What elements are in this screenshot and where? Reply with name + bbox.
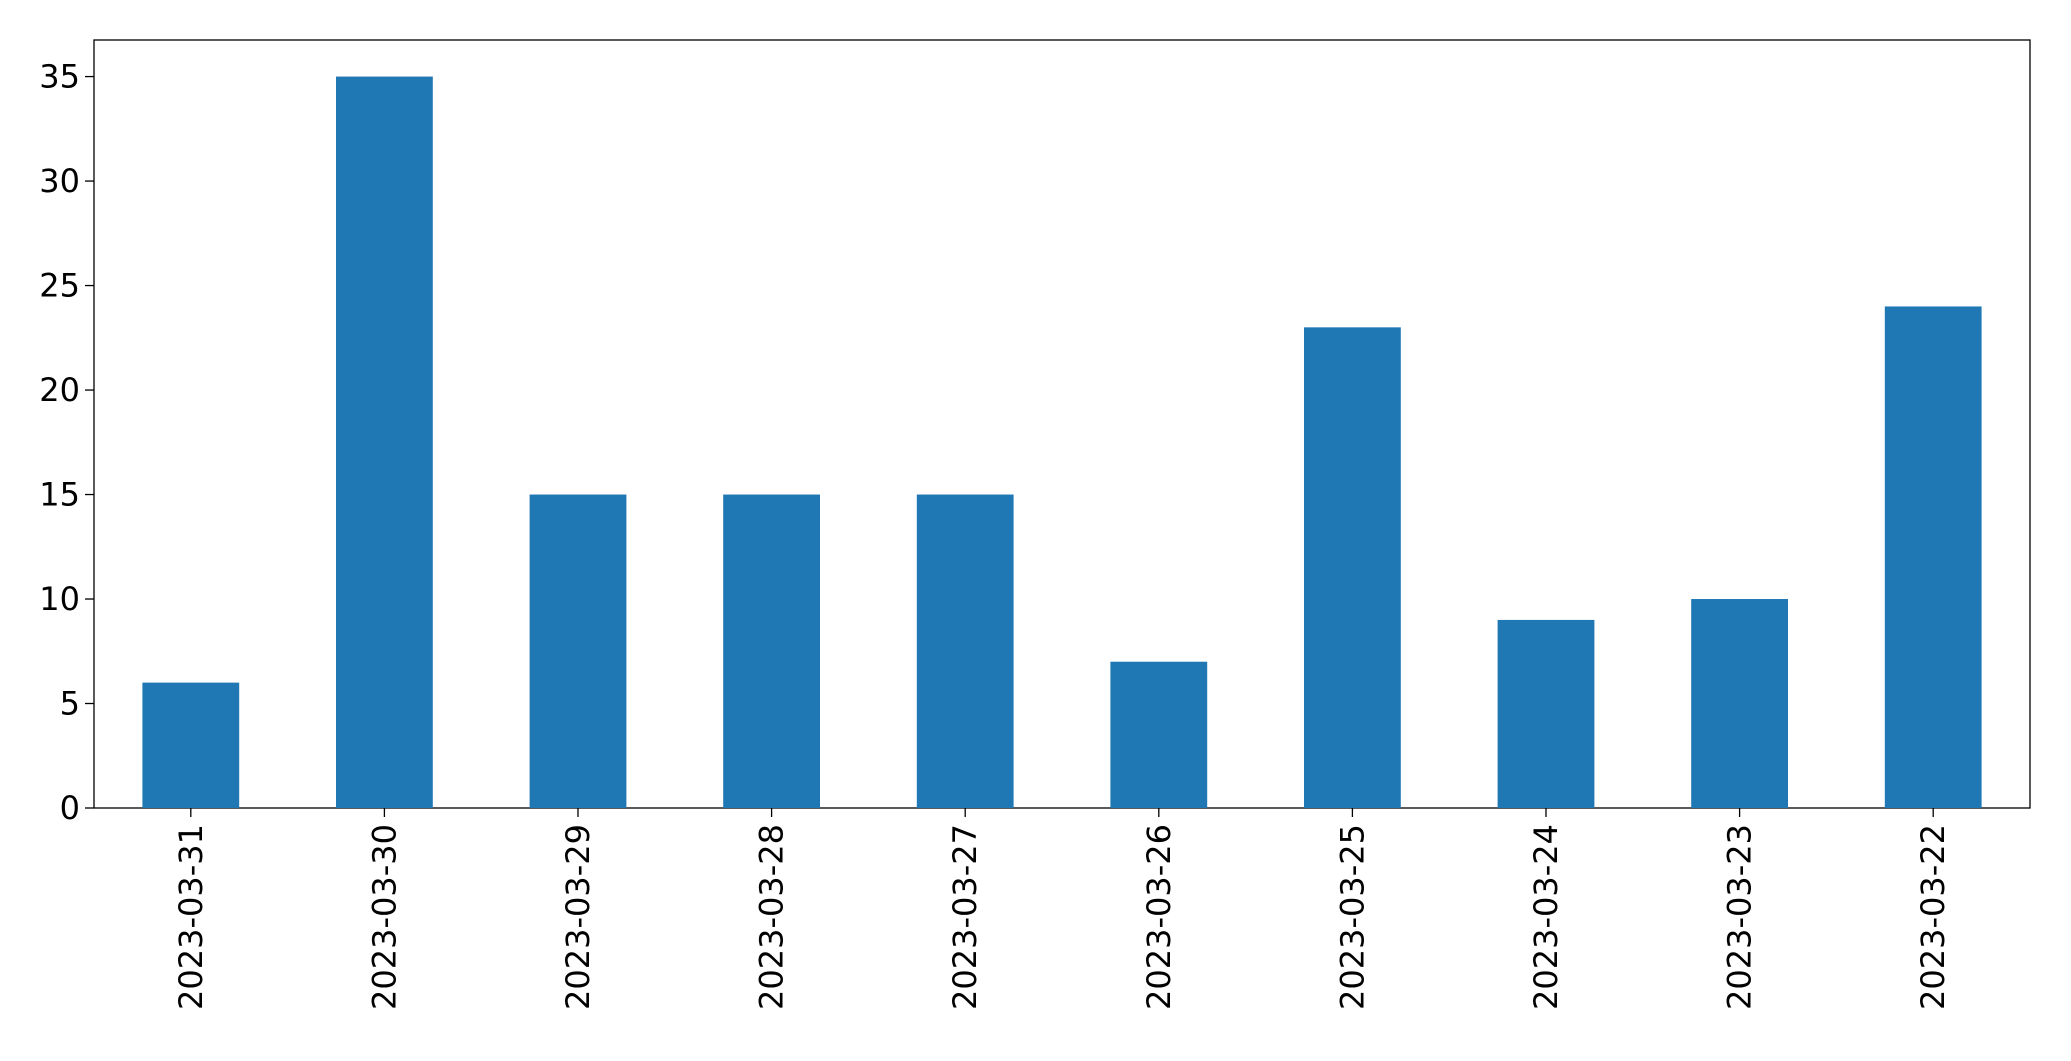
x-tick-label: 2023-03-25	[1333, 824, 1371, 1010]
x-tick-label: 2023-03-30	[365, 824, 403, 1010]
x-tick-label: 2023-03-23	[1721, 824, 1759, 1010]
y-tick-label: 35	[39, 58, 80, 96]
bar	[916, 494, 1014, 808]
y-tick-label: 15	[39, 476, 80, 514]
bar	[529, 494, 627, 808]
x-tick-label: 2023-03-27	[946, 824, 984, 1010]
y-tick-label: 5	[60, 685, 80, 723]
y-tick-label: 20	[39, 371, 80, 409]
y-tick-label: 0	[60, 789, 80, 827]
y-tick-label: 10	[39, 580, 80, 618]
y-tick-label: 25	[39, 267, 80, 305]
x-tick-label: 2023-03-26	[1140, 824, 1178, 1010]
x-tick-label: 2023-03-31	[172, 824, 210, 1010]
bar	[1884, 306, 1982, 808]
y-tick-label: 30	[39, 162, 80, 200]
bar	[1497, 619, 1595, 808]
x-tick-label: 2023-03-29	[559, 824, 597, 1010]
bar	[723, 494, 820, 808]
bar	[1304, 327, 1401, 808]
bar	[1691, 599, 1788, 808]
x-tick-label: 2023-03-22	[1914, 824, 1952, 1010]
plot-frame	[93, 39, 2031, 809]
bar	[1110, 661, 1208, 808]
x-tick-label: 2023-03-24	[1527, 824, 1565, 1010]
bar	[142, 682, 240, 808]
x-tick-label: 2023-03-28	[753, 824, 791, 1010]
bar	[336, 76, 433, 809]
